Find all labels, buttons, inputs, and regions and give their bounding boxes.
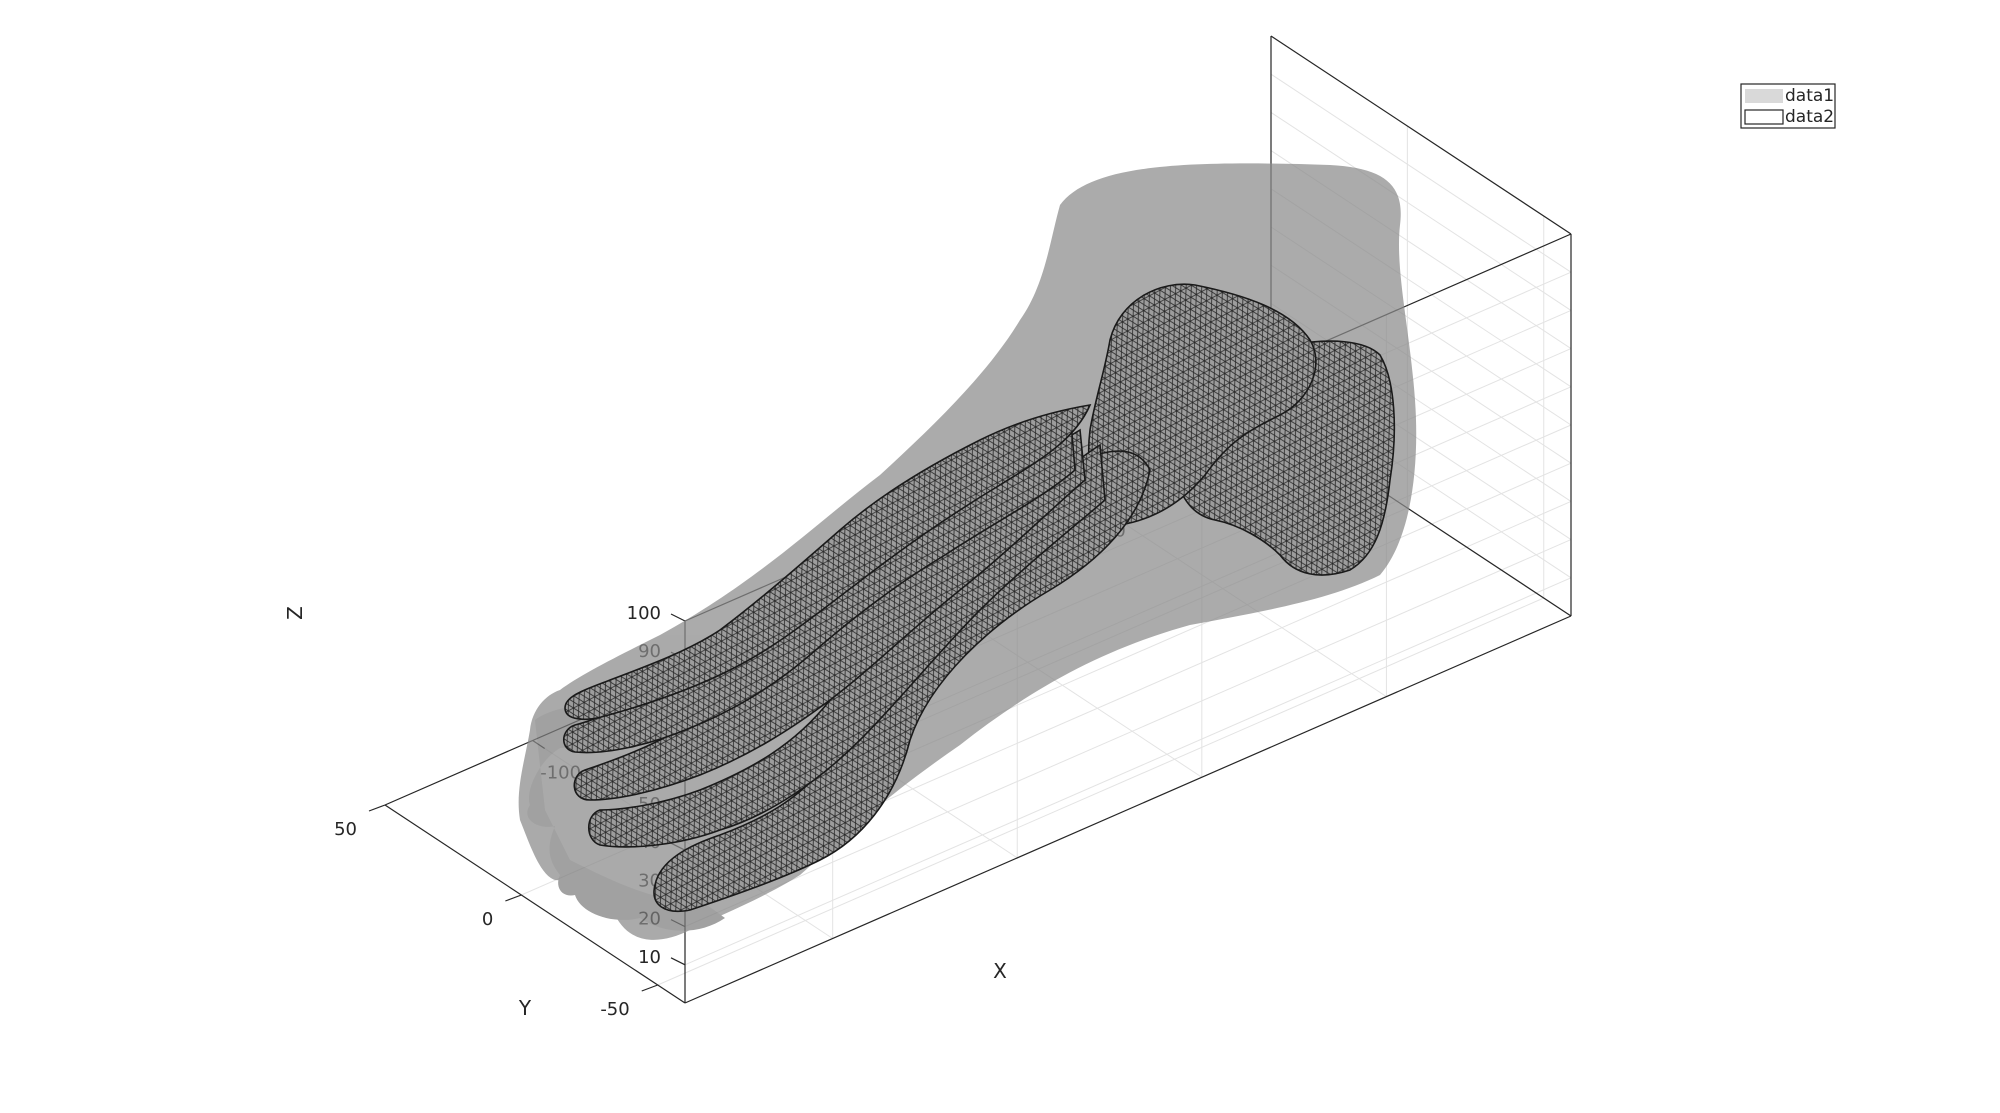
z-tick-label: 100 [627, 603, 661, 624]
y-tick-label: -50 [600, 999, 629, 1020]
grid-line [684, 539, 1572, 928]
grid-line [1270, 111, 1572, 311]
bone-metatarsal-5 [564, 403, 1092, 721]
grid-line [684, 577, 1572, 966]
y-tick-mark [368, 804, 386, 812]
axes-box-edge [1270, 35, 1572, 235]
y-tick-mark [641, 984, 658, 992]
y-axis-label: Y [518, 996, 532, 1020]
legend-label-data2: data2 [1785, 107, 1834, 127]
z-tick-mark [670, 957, 686, 966]
axis-labels: X Y Z [283, 606, 1007, 1020]
series-data2-mesh [562, 283, 1396, 912]
grid-line [657, 597, 1544, 986]
y-tick-mark [505, 894, 522, 902]
z-axis-label: Z [283, 606, 307, 620]
legend-swatch-data2 [1744, 109, 1784, 125]
grid-line [1270, 73, 1572, 273]
x-axis-label: X [993, 959, 1007, 983]
skin-toe-pads [527, 705, 725, 931]
axes-box-edge [684, 615, 1572, 1004]
y-tick-label: 0 [482, 909, 493, 930]
legend-label-data1: data1 [1785, 86, 1834, 106]
legend[interactable]: data1 data2 [1740, 83, 1836, 129]
axes-box-edge [384, 804, 686, 1004]
legend-swatch-data1 [1745, 89, 1783, 103]
z-tick-label: 10 [638, 947, 661, 968]
y-tick-label: 50 [334, 819, 357, 840]
z-tick-mark [670, 613, 686, 622]
